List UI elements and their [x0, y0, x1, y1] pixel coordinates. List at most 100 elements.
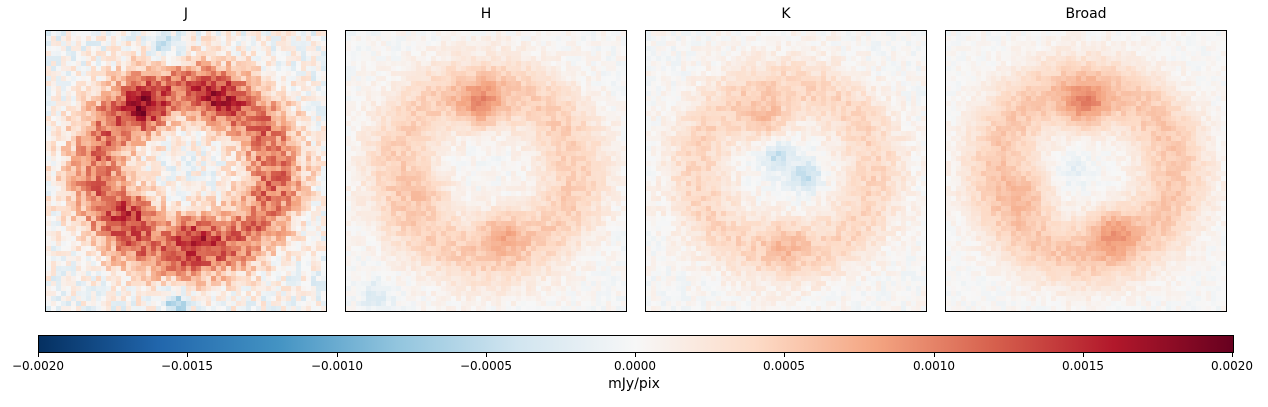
heatmap-pixel: [56, 246, 62, 252]
heatmap-pixel: [461, 66, 467, 72]
heatmap-pixel: [186, 276, 192, 282]
heatmap-pixel: [211, 256, 217, 262]
heatmap-pixel: [381, 161, 387, 167]
heatmap-pixel: [601, 36, 607, 42]
heatmap-pixel: [386, 36, 392, 42]
heatmap-pixel: [311, 291, 317, 297]
heatmap-pixel: [61, 86, 67, 92]
heatmap-pixel: [381, 151, 387, 157]
heatmap-pixel: [466, 186, 472, 192]
heatmap-pixel: [196, 136, 202, 142]
heatmap-pixel: [46, 41, 52, 47]
heatmap-pixel: [381, 171, 387, 177]
heatmap-pixel: [226, 256, 232, 262]
heatmap-pixel: [101, 121, 107, 127]
heatmap-pixel: [226, 241, 232, 247]
heatmap-pixel: [86, 231, 92, 237]
heatmap-pixel: [536, 96, 542, 102]
heatmap-pixel: [61, 301, 67, 307]
heatmap-pixel: [576, 171, 582, 177]
heatmap-pixel: [166, 151, 172, 157]
heatmap-pixel: [266, 116, 272, 122]
heatmap-pixel: [566, 166, 572, 172]
heatmap-pixel: [466, 71, 472, 77]
heatmap-pixel: [156, 221, 162, 227]
heatmap-pixel: [566, 66, 572, 72]
heatmap-pixel: [491, 46, 497, 52]
heatmap-pixel: [401, 61, 407, 67]
heatmap-pixel: [566, 191, 572, 197]
heatmap-pixel: [461, 166, 467, 172]
heatmap-pixel: [66, 181, 72, 187]
heatmap-pixel: [416, 116, 422, 122]
heatmap-pixel: [81, 51, 87, 57]
heatmap-pixel: [176, 156, 182, 162]
heatmap-pixel: [381, 166, 387, 172]
heatmap-pixel: [141, 246, 147, 252]
heatmap-pixel: [116, 241, 122, 247]
heatmap-pixel: [491, 71, 497, 77]
heatmap-pixel: [161, 151, 167, 157]
heatmap-pixel: [296, 201, 302, 207]
heatmap-pixel: [596, 151, 602, 157]
heatmap-pixel: [496, 141, 502, 147]
heatmap-pixel: [461, 191, 467, 197]
heatmap-pixel: [246, 46, 252, 52]
heatmap-pixel: [46, 306, 52, 311]
heatmap-pixel: [86, 266, 92, 272]
heatmap-pixel: [231, 81, 237, 87]
heatmap-pixel: [566, 41, 572, 47]
heatmap-pixel: [151, 121, 157, 127]
heatmap-pixel: [101, 91, 107, 97]
heatmap-pixel: [221, 176, 227, 182]
heatmap-pixel: [131, 226, 137, 232]
heatmap-pixel: [101, 191, 107, 197]
heatmap-pixel: [401, 146, 407, 152]
heatmap-pixel: [251, 236, 257, 242]
heatmap-pixel: [551, 46, 557, 52]
heatmap-pixel: [351, 51, 357, 57]
heatmap-pixel: [316, 231, 322, 237]
heatmap-pixel: [581, 71, 587, 77]
heatmap-pixel: [46, 286, 52, 292]
heatmap-pixel: [501, 81, 507, 87]
heatmap-pixel: [261, 306, 267, 311]
heatmap-pixel: [191, 36, 197, 42]
heatmap-pixel: [606, 66, 612, 72]
heatmap-pixel: [56, 86, 62, 92]
heatmap-pixel: [561, 51, 567, 57]
heatmap-pixel: [116, 116, 122, 122]
heatmap-pixel: [381, 141, 387, 147]
heatmap-pixel: [131, 266, 137, 272]
heatmap-pixel: [241, 141, 247, 147]
heatmap-pixel: [446, 116, 452, 122]
heatmap-pixel: [511, 86, 517, 92]
heatmap-pixel: [81, 151, 87, 157]
heatmap-pixel: [471, 81, 477, 87]
heatmap-pixel: [591, 96, 597, 102]
heatmap-pixel: [616, 166, 622, 172]
heatmap-pixel: [191, 241, 197, 247]
heatmap-pixel: [241, 66, 247, 72]
heatmap-pixel: [116, 246, 122, 252]
heatmap-pixel: [366, 151, 372, 157]
heatmap-pixel: [176, 216, 182, 222]
heatmap-pixel: [176, 301, 182, 307]
heatmap-pixel: [66, 156, 72, 162]
heatmap-pixel: [236, 306, 242, 311]
heatmap-pixel: [456, 116, 462, 122]
heatmap-pixel: [171, 61, 177, 67]
heatmap-pixel: [131, 101, 137, 107]
heatmap-pixel: [556, 91, 562, 97]
heatmap-pixel: [431, 171, 437, 177]
heatmap-pixel: [46, 141, 52, 147]
heatmap-pixel: [351, 101, 357, 107]
heatmap-pixel: [301, 121, 307, 127]
heatmap-pixel: [516, 186, 522, 192]
heatmap-pixel: [546, 166, 552, 172]
heatmap-pixel: [531, 81, 537, 87]
heatmap-pixel: [96, 191, 102, 197]
heatmap-pixel: [81, 131, 87, 137]
heatmap-pixel: [591, 36, 597, 42]
heatmap-pixel: [476, 151, 482, 157]
